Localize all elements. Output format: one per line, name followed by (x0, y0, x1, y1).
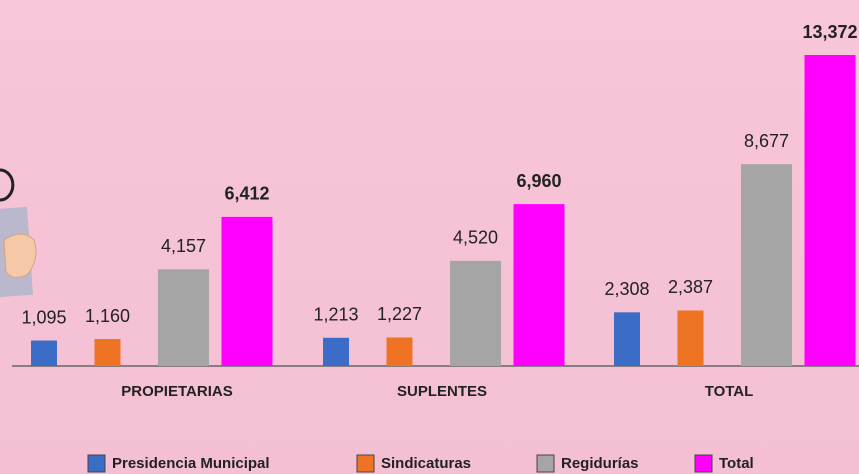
bar (95, 339, 121, 366)
value-label: 13,372 (802, 22, 857, 42)
legend-swatch (695, 455, 712, 472)
legend-label: Total (719, 455, 754, 472)
bar (323, 338, 349, 366)
x-tick-label: TOTAL (705, 383, 754, 400)
bar (514, 204, 565, 366)
chart: PROPIETARIAS 1,095 1,160 4,157 6,412 SUPLENTE… (0, 0, 859, 474)
bar (158, 269, 209, 366)
page: {"chart_data": {"type": "bar", "categori… (0, 0, 859, 474)
bar (805, 55, 856, 366)
value-label: 6,412 (224, 184, 269, 204)
value-label: 1,227 (377, 304, 422, 324)
value-label: 2,387 (668, 277, 713, 297)
value-label: 1,160 (85, 306, 130, 326)
x-tick-label: PROPIETARIAS (121, 383, 232, 400)
bar (450, 261, 501, 366)
background (0, 0, 859, 474)
legend-swatch (88, 455, 105, 472)
bar (387, 337, 413, 366)
legend-label: Regidurías (561, 455, 639, 472)
bar (31, 341, 57, 366)
bar (222, 217, 273, 366)
value-label: 1,213 (313, 305, 358, 325)
x-tick-label: SUPLENTES (397, 383, 487, 400)
value-label: 1,095 (21, 307, 66, 327)
value-label: 8,677 (744, 131, 789, 151)
legend-swatch (357, 455, 374, 472)
bar (678, 310, 704, 366)
legend-swatch (537, 455, 554, 472)
value-label: 2,308 (604, 279, 649, 299)
value-label: 4,520 (453, 228, 498, 248)
bar (614, 312, 640, 366)
legend-label: Presidencia Municipal (112, 455, 270, 472)
bar (741, 164, 792, 366)
value-label: 6,960 (516, 171, 561, 191)
value-label: 4,157 (161, 236, 206, 256)
legend-label: Sindicaturas (381, 455, 471, 472)
